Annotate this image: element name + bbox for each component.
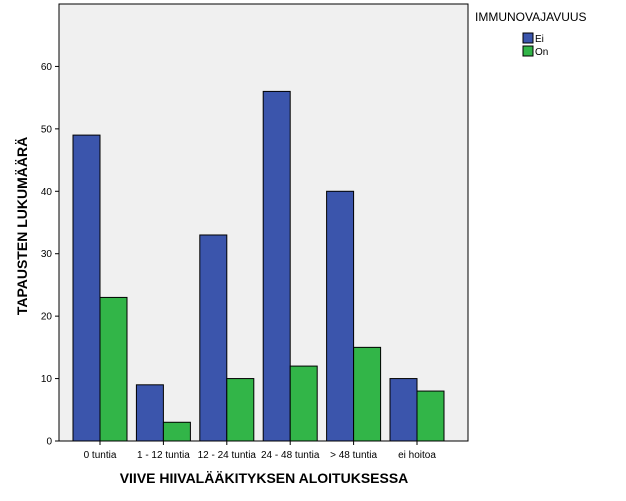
bar-ei-4 <box>326 190 355 442</box>
bar-on-0 <box>99 296 128 442</box>
legend-label-ei: Ei <box>535 34 544 45</box>
y-axis-title: TAPAUSTEN LUKUMÄÄRÄ <box>14 137 30 315</box>
x-tick-label: ei hoitoa <box>398 450 436 461</box>
y-tick-label: 30 <box>41 249 53 260</box>
y-axis: 0 10 20 30 40 50 60 <box>41 62 59 448</box>
legend: IMMUNOVAJAVUUS Ei On <box>475 10 587 58</box>
y-tick-label: 40 <box>41 187 53 198</box>
x-tick-label: 0 tuntia <box>84 450 117 461</box>
bar-ei-0 <box>72 134 101 442</box>
legend-title: IMMUNOVAJAVUUS <box>475 10 587 24</box>
x-tick-label: 1 - 12 tuntia <box>137 450 190 461</box>
bar-on-2 <box>226 378 255 442</box>
bar-on-4 <box>353 346 382 442</box>
bar-ei-2 <box>199 234 228 442</box>
legend-label-on: On <box>535 47 548 58</box>
y-tick-label: 0 <box>46 437 52 448</box>
x-tick-label: > 48 tuntia <box>330 450 377 461</box>
x-axis: 0 tuntia 1 - 12 tuntia 12 - 24 tuntia 24 - … <box>84 441 436 461</box>
legend-swatch-on <box>522 45 534 57</box>
bar-ei-5 <box>389 378 418 442</box>
bar-on-3 <box>289 365 318 442</box>
y-tick-label: 20 <box>41 312 53 323</box>
x-tick-label: 12 - 24 tuntia <box>198 450 257 461</box>
x-tick-label: 24 - 48 tuntia <box>261 450 320 461</box>
bars-layer <box>72 90 445 442</box>
y-tick-label: 10 <box>41 374 53 385</box>
bar-on-1 <box>162 421 191 442</box>
bar-ei-3 <box>262 90 291 442</box>
y-tick-label: 60 <box>41 62 53 73</box>
bar-on-5 <box>416 390 445 442</box>
x-axis-title: VIIVE HIIVALÄÄKITYKSEN ALOITUKSESSA <box>120 470 409 486</box>
y-tick-label: 50 <box>41 124 53 135</box>
legend-swatch-ei <box>522 32 534 44</box>
bar-ei-1 <box>135 384 164 442</box>
